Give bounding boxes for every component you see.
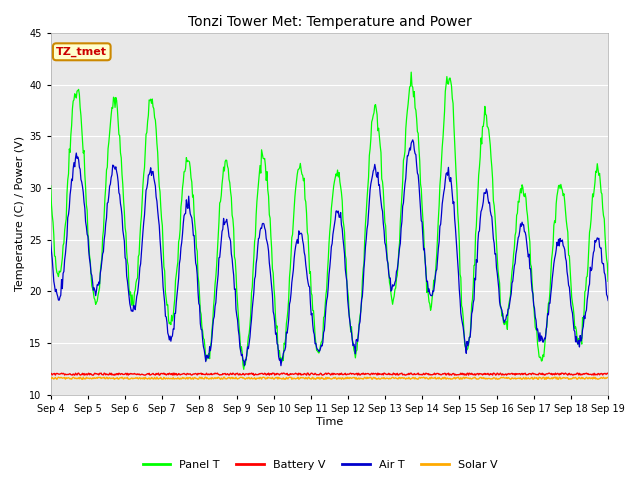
Y-axis label: Temperature (C) / Power (V): Temperature (C) / Power (V) xyxy=(15,136,25,291)
Title: Tonzi Tower Met: Temperature and Power: Tonzi Tower Met: Temperature and Power xyxy=(188,15,471,29)
Legend: Panel T, Battery V, Air T, Solar V: Panel T, Battery V, Air T, Solar V xyxy=(138,456,502,474)
Text: TZ_tmet: TZ_tmet xyxy=(56,47,108,57)
X-axis label: Time: Time xyxy=(316,417,343,427)
